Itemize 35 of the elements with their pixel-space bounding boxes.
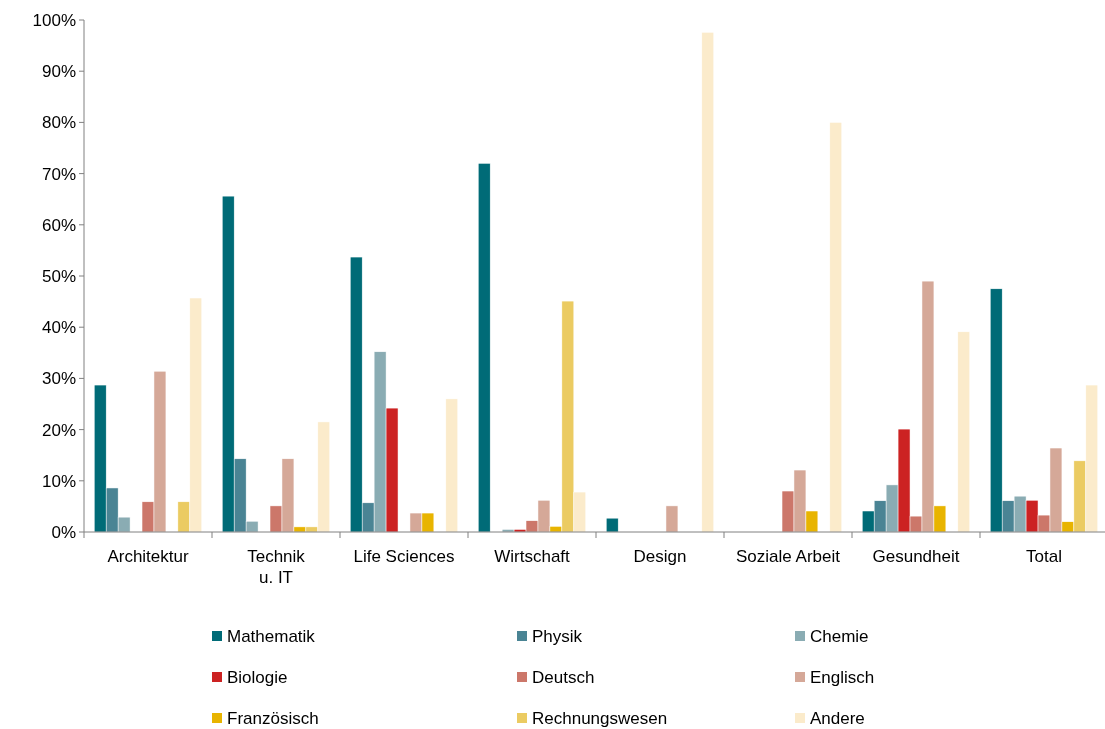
legend-label: Physik bbox=[532, 626, 583, 646]
legend-label: Französisch bbox=[227, 708, 319, 728]
legend-label: Deutsch bbox=[532, 667, 595, 687]
x-tick-label: Architektur bbox=[107, 547, 189, 566]
y-tick-label: 40% bbox=[41, 318, 76, 338]
y-tick-label: 20% bbox=[41, 420, 76, 440]
legend-label: Mathematik bbox=[227, 626, 316, 646]
y-tick-label: 80% bbox=[41, 113, 76, 133]
y-tick-label: 0% bbox=[51, 522, 76, 542]
legend-label: Englisch bbox=[810, 667, 875, 687]
y-tick-label: 30% bbox=[41, 369, 76, 389]
y-tick-label: 100% bbox=[32, 10, 76, 30]
x-tick-label: Gesundheit bbox=[872, 547, 960, 566]
legend-label: Rechnungswesen bbox=[532, 708, 668, 728]
bar bbox=[665, 505, 679, 533]
y-tick-label: 70% bbox=[41, 164, 76, 184]
y-tick-label: 60% bbox=[41, 215, 76, 235]
y-tick-label: 50% bbox=[41, 266, 76, 286]
bar bbox=[605, 517, 619, 533]
legend-label: Andere bbox=[810, 708, 865, 728]
bar bbox=[701, 32, 715, 533]
bar bbox=[957, 331, 971, 533]
bar bbox=[477, 163, 491, 533]
legend-label: Biologie bbox=[227, 667, 288, 687]
bar bbox=[829, 122, 843, 533]
x-tick-label: Soziale Arbeit bbox=[736, 547, 841, 566]
x-tick-label: Total bbox=[1026, 547, 1062, 566]
x-tick-label: Life Sciences bbox=[353, 547, 455, 566]
legend-label: Chemie bbox=[810, 626, 869, 646]
x-tick-label: Wirtschaft bbox=[494, 547, 571, 566]
x-tick-label: Design bbox=[633, 547, 687, 566]
y-tick-label: 90% bbox=[41, 62, 76, 82]
bar bbox=[445, 398, 459, 533]
x-tick-label: Technik u. IT bbox=[247, 547, 306, 587]
y-tick-label: 10% bbox=[41, 471, 76, 491]
